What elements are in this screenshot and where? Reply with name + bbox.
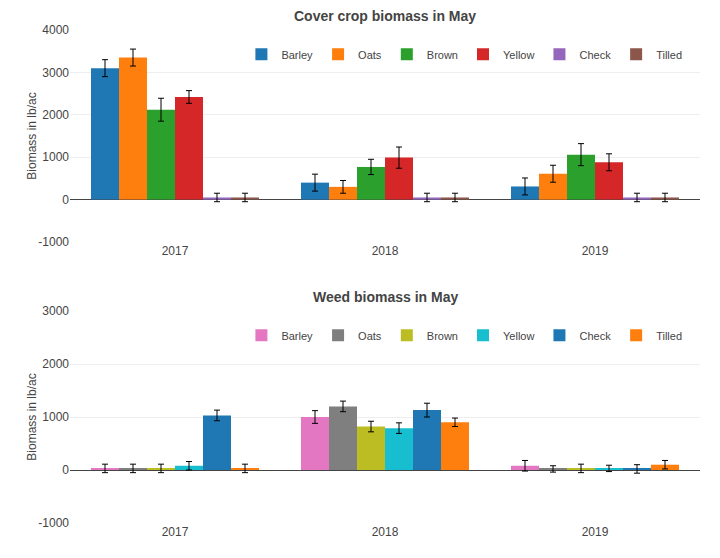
- svg-text:Check: Check: [579, 49, 611, 61]
- svg-text:2019: 2019: [582, 244, 609, 258]
- svg-text:2000: 2000: [42, 108, 69, 122]
- svg-text:2018: 2018: [372, 244, 399, 258]
- svg-text:2017: 2017: [162, 244, 189, 258]
- svg-text:2000: 2000: [42, 357, 69, 371]
- svg-text:0: 0: [62, 193, 69, 207]
- svg-text:4000: 4000: [42, 23, 69, 37]
- svg-text:3000: 3000: [42, 66, 69, 80]
- svg-text:1000: 1000: [42, 150, 69, 164]
- svg-text:Barley: Barley: [281, 49, 313, 61]
- svg-text:Tilled: Tilled: [656, 330, 682, 342]
- svg-text:Oats: Oats: [358, 49, 382, 61]
- svg-text:3000: 3000: [42, 304, 69, 318]
- svg-text:Biomass in lb/ac: Biomass in lb/ac: [25, 373, 39, 460]
- svg-text:1000: 1000: [42, 410, 69, 424]
- svg-text:2018: 2018: [372, 525, 399, 539]
- svg-text:2019: 2019: [582, 525, 609, 539]
- svg-text:Weed biomass in May: Weed biomass in May: [313, 289, 458, 305]
- svg-text:Check: Check: [579, 330, 611, 342]
- svg-text:Tilled: Tilled: [656, 49, 682, 61]
- svg-text:Cover crop biomass in May: Cover crop biomass in May: [294, 8, 476, 24]
- svg-text:Biomass in lb/ac: Biomass in lb/ac: [25, 92, 39, 179]
- svg-text:Oats: Oats: [358, 330, 382, 342]
- svg-text:0: 0: [62, 463, 69, 477]
- svg-text:-1000: -1000: [38, 235, 69, 249]
- svg-text:-1000: -1000: [38, 516, 69, 530]
- svg-text:Brown: Brown: [427, 49, 458, 61]
- svg-text:2017: 2017: [162, 525, 189, 539]
- svg-text:Yellow: Yellow: [503, 49, 534, 61]
- svg-text:Yellow: Yellow: [503, 330, 534, 342]
- svg-text:Brown: Brown: [427, 330, 458, 342]
- svg-text:Barley: Barley: [281, 330, 313, 342]
